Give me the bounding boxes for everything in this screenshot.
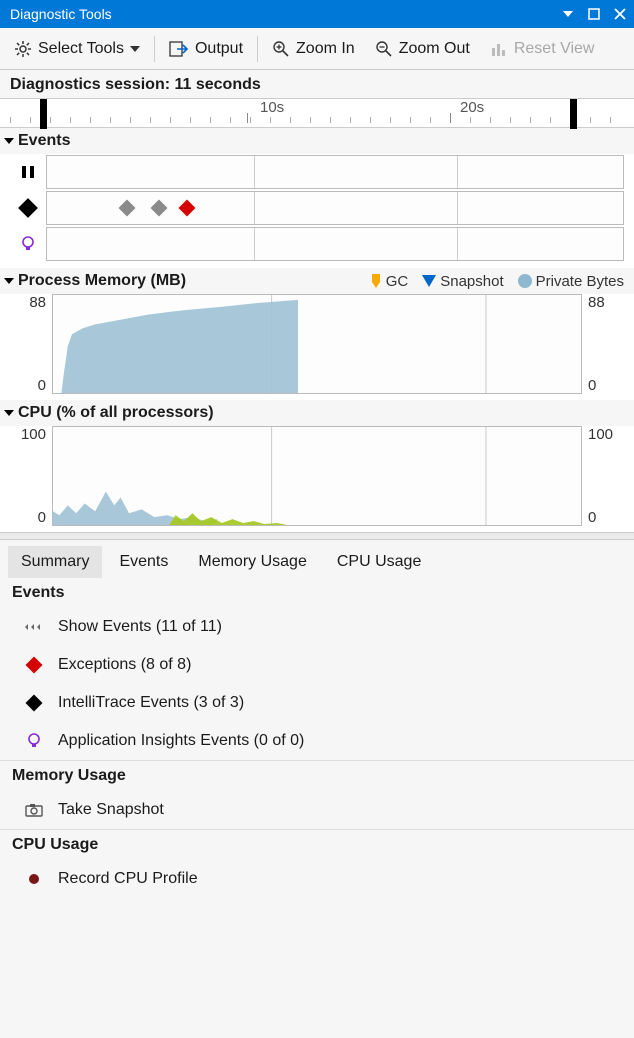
collapse-icon[interactable] [4, 138, 14, 144]
bulb-icon [24, 733, 44, 749]
memory-chart[interactable]: 880 880 [10, 294, 624, 394]
memory-legend: GC Snapshot Private Bytes [370, 273, 624, 290]
output-icon [169, 41, 189, 57]
snapshot-marker-icon [422, 275, 436, 287]
record-icon [24, 874, 44, 884]
summary-memory-heading: Memory Usage [0, 760, 634, 791]
tab-memory[interactable]: Memory Usage [185, 546, 319, 578]
summary-cpu-heading: CPU Usage [0, 829, 634, 860]
private-marker-icon [518, 274, 532, 288]
camera-icon [24, 803, 44, 817]
record-cpu-label: Record CPU Profile [58, 870, 198, 888]
splitter[interactable] [0, 532, 634, 540]
zoom-in-label: Zoom In [296, 40, 355, 58]
dropdown-icon[interactable] [560, 6, 576, 22]
events-track-appinsights [10, 226, 624, 262]
cpu-y-right: 1000 [582, 426, 624, 526]
toolbar: Select Tools Output Zoom In Zoom Out Res… [0, 28, 634, 70]
gear-icon [14, 40, 32, 58]
memory-title: Process Memory (MB) [18, 272, 186, 290]
tabs: Summary Events Memory Usage CPU Usage [0, 540, 634, 578]
track-body[interactable] [46, 191, 624, 225]
zoom-in-icon [272, 40, 290, 58]
intellitrace-label: IntelliTrace Events (3 of 3) [58, 694, 244, 712]
timeline-ruler[interactable]: 10s20s [0, 98, 634, 128]
cpu-title: CPU (% of all processors) [18, 404, 214, 422]
cpu-chart-wrap: 1000 1000 [0, 426, 634, 532]
intellitrace-row[interactable]: IntelliTrace Events (3 of 3) [0, 684, 634, 722]
intellitrace-icon [24, 697, 44, 709]
track-body[interactable] [46, 155, 624, 189]
tab-cpu[interactable]: CPU Usage [324, 546, 434, 578]
show-events-icon [24, 622, 44, 632]
bulb-icon[interactable] [10, 236, 46, 252]
output-label: Output [195, 40, 243, 58]
events-area [0, 154, 634, 268]
appinsights-row[interactable]: Application Insights Events (0 of 0) [0, 722, 634, 760]
separator [154, 36, 155, 62]
cpu-y-left: 1000 [10, 426, 52, 526]
reset-view-button[interactable]: Reset View [482, 36, 603, 62]
exceptions-row[interactable]: Exceptions (8 of 8) [0, 646, 634, 684]
reset-view-label: Reset View [514, 40, 595, 58]
exceptions-label: Exceptions (8 of 8) [58, 656, 191, 674]
zoom-out-button[interactable]: Zoom Out [367, 36, 478, 62]
zoom-in-button[interactable]: Zoom In [264, 36, 363, 62]
legend-private: Private Bytes [518, 273, 624, 290]
maximize-icon[interactable] [586, 6, 602, 22]
summary-panel: Events Show Events (11 of 11) Exceptions… [0, 578, 634, 908]
chevron-down-icon [130, 44, 140, 54]
select-tools-button[interactable]: Select Tools [6, 36, 148, 62]
events-section-header: Events [0, 128, 634, 154]
events-track-break [10, 154, 624, 190]
track-body[interactable] [46, 227, 624, 261]
tab-events[interactable]: Events [106, 546, 181, 578]
memory-chart-wrap: 880 880 [0, 294, 634, 400]
memory-y-left: 880 [10, 294, 52, 394]
summary-events-heading: Events [0, 578, 634, 608]
take-snapshot-label: Take Snapshot [58, 801, 164, 819]
cpu-section-header: CPU (% of all processors) [0, 400, 634, 426]
diamond-icon[interactable] [10, 201, 46, 215]
reset-view-icon [490, 40, 508, 58]
window-buttons [560, 6, 628, 22]
pause-icon[interactable] [10, 165, 46, 179]
close-icon[interactable] [612, 6, 628, 22]
output-button[interactable]: Output [161, 36, 251, 62]
show-events-label: Show Events (11 of 11) [58, 618, 222, 636]
cpu-chart[interactable]: 1000 1000 [10, 426, 624, 526]
appinsights-label: Application Insights Events (0 of 0) [58, 732, 304, 750]
select-tools-label: Select Tools [38, 40, 124, 58]
memory-section-header: Process Memory (MB) GC Snapshot Private … [0, 268, 634, 294]
collapse-icon[interactable] [4, 410, 14, 416]
legend-snapshot: Snapshot [422, 273, 503, 290]
separator [257, 36, 258, 62]
zoom-out-label: Zoom Out [399, 40, 470, 58]
gc-marker-icon [370, 274, 382, 288]
take-snapshot-row[interactable]: Take Snapshot [0, 791, 634, 829]
window-title: Diagnostic Tools [10, 6, 560, 22]
show-events-row[interactable]: Show Events (11 of 11) [0, 608, 634, 646]
exception-icon [24, 659, 44, 671]
events-track-intellitrace [10, 190, 624, 226]
memory-y-right: 880 [582, 294, 624, 394]
zoom-out-icon [375, 40, 393, 58]
tab-summary[interactable]: Summary [8, 546, 102, 578]
titlebar: Diagnostic Tools [0, 0, 634, 28]
events-title: Events [18, 132, 70, 150]
collapse-icon[interactable] [4, 278, 14, 284]
record-cpu-row[interactable]: Record CPU Profile [0, 860, 634, 898]
legend-gc: GC [370, 273, 409, 290]
session-label: Diagnostics session: 11 seconds [0, 70, 634, 98]
